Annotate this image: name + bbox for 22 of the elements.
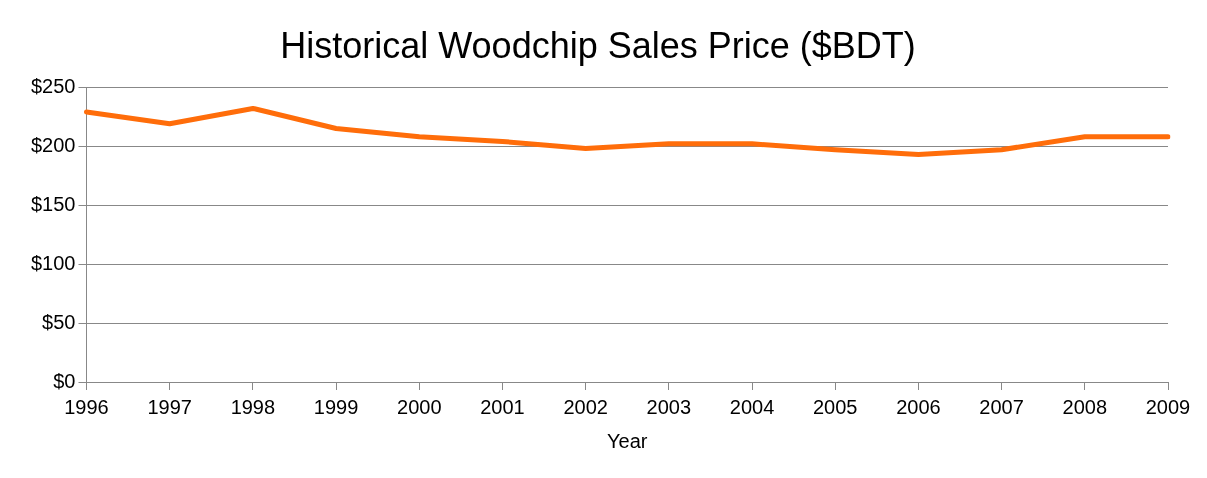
x-tick-label: 2000 <box>397 395 442 418</box>
x-tick-label: 1997 <box>147 395 192 418</box>
x-tick-label: 2006 <box>896 395 941 418</box>
x-tick-label: 2009 <box>1145 395 1191 418</box>
x-tick-label: 2007 <box>979 395 1024 418</box>
y-tick-label: $100 <box>30 251 76 274</box>
y-tick-label: $200 <box>30 133 76 156</box>
x-tick-label: 2003 <box>646 395 692 418</box>
x-tick-label: 2004 <box>729 395 775 418</box>
x-tick-label: 1996 <box>64 395 109 418</box>
chart-title: Historical Woodchip Sales Price ($BDT) <box>280 24 916 66</box>
x-tick-label: 2001 <box>480 395 525 418</box>
x-tick-label: 2008 <box>1062 395 1108 418</box>
y-tick-label: $150 <box>30 192 76 215</box>
x-tick-label: 1998 <box>230 395 276 418</box>
x-tick-label: 2002 <box>563 395 608 418</box>
y-tick-label: $250 <box>30 74 76 97</box>
x-tick-label: 2005 <box>812 395 858 418</box>
y-tick-label: $50 <box>42 310 76 333</box>
y-tick-label: $0 <box>53 369 76 392</box>
x-tick-label: 1999 <box>313 395 359 418</box>
x-axis-title: Year <box>607 429 648 452</box>
